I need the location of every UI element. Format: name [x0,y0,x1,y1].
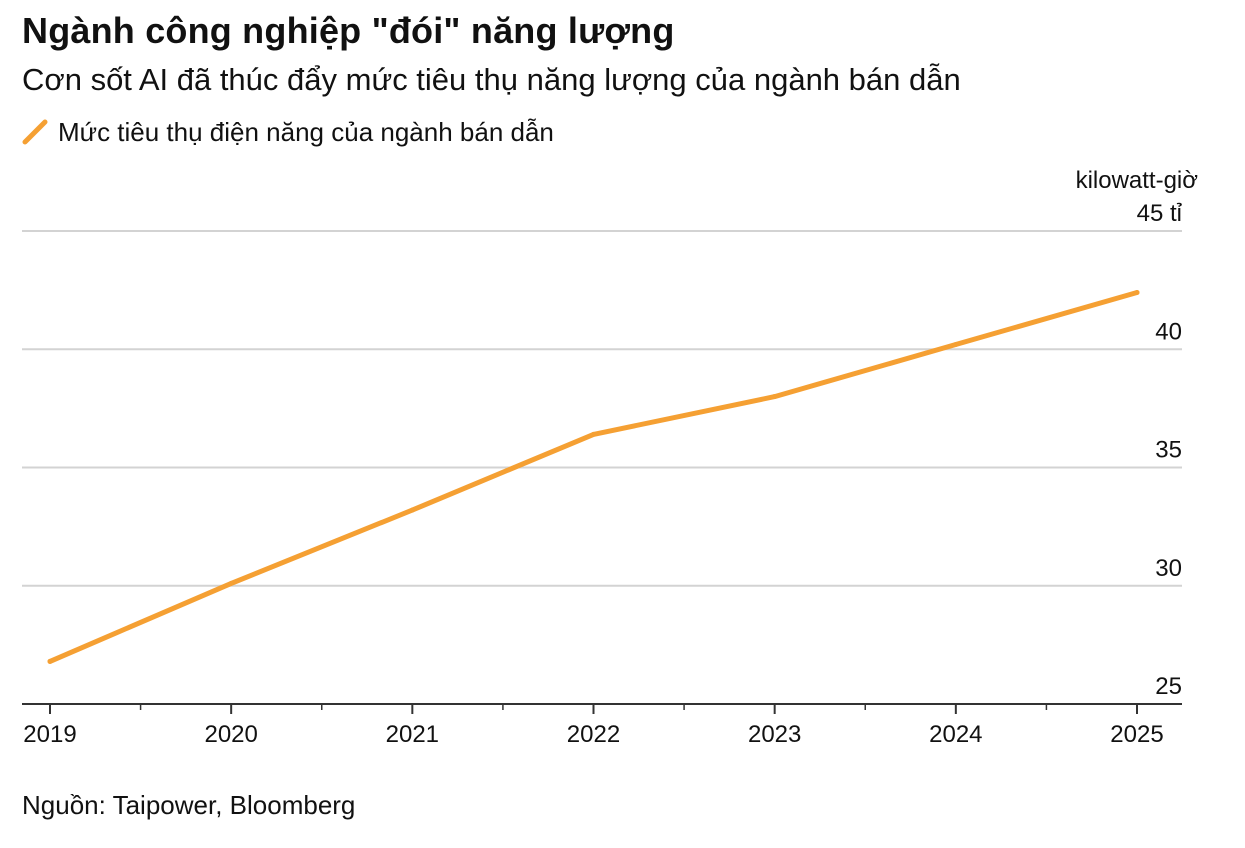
legend-label: Mức tiêu thụ điện năng của ngành bán dẫn [58,116,554,147]
x-tick-label-2022: 2022 [567,721,620,748]
chart-title: Ngành công nghiệp "đói" năng lượng [22,10,675,51]
x-tick-label-2019: 2019 [23,721,76,748]
series-layer [47,289,1140,664]
x-tick-label-2023: 2023 [748,721,801,748]
x-tick-label-2025: 2025 [1110,721,1163,748]
data-point-2019 [47,658,53,664]
line-chart: 45 tỉ 40 35 30 25 kilowatt-giờ 2019 2020 2021 202… [22,167,1198,748]
data-point-2024 [953,342,959,348]
y-tick-label-25: 25 [1155,673,1182,700]
data-point-2020 [228,580,234,586]
series-line-0 [47,290,1140,664]
x-tick-label-2021: 2021 [386,721,439,748]
x-tick-label-2024: 2024 [929,721,982,748]
x-axis [22,703,1182,714]
gridlines [22,230,1182,587]
data-point-2023 [772,394,778,400]
legend: Mức tiêu thụ điện năng của ngành bán dẫn [22,116,554,148]
chart-subtitle: Cơn sốt AI đã thúc đẩy mức tiêu thụ năng… [22,62,961,97]
y-tick-label-40: 40 [1155,318,1182,345]
y-tick-label-30: 30 [1155,555,1182,582]
y-axis-label: kilowatt-giờ [1076,167,1199,194]
source-note: Nguồn: Taipower, Bloomberg [22,790,356,820]
tick-labels: 45 tỉ 40 35 30 25 kilowatt-giờ 2019 2020 2021 202… [23,167,1198,748]
legend-swatch-line-icon [22,119,48,145]
data-point-2025 [1134,289,1140,295]
data-point-2021 [409,507,415,513]
y-tick-label-45: 45 tỉ [1137,200,1183,227]
data-point-2022 [591,431,596,437]
y-tick-label-35: 35 [1155,437,1182,464]
x-tick-label-2020: 2020 [204,721,257,748]
